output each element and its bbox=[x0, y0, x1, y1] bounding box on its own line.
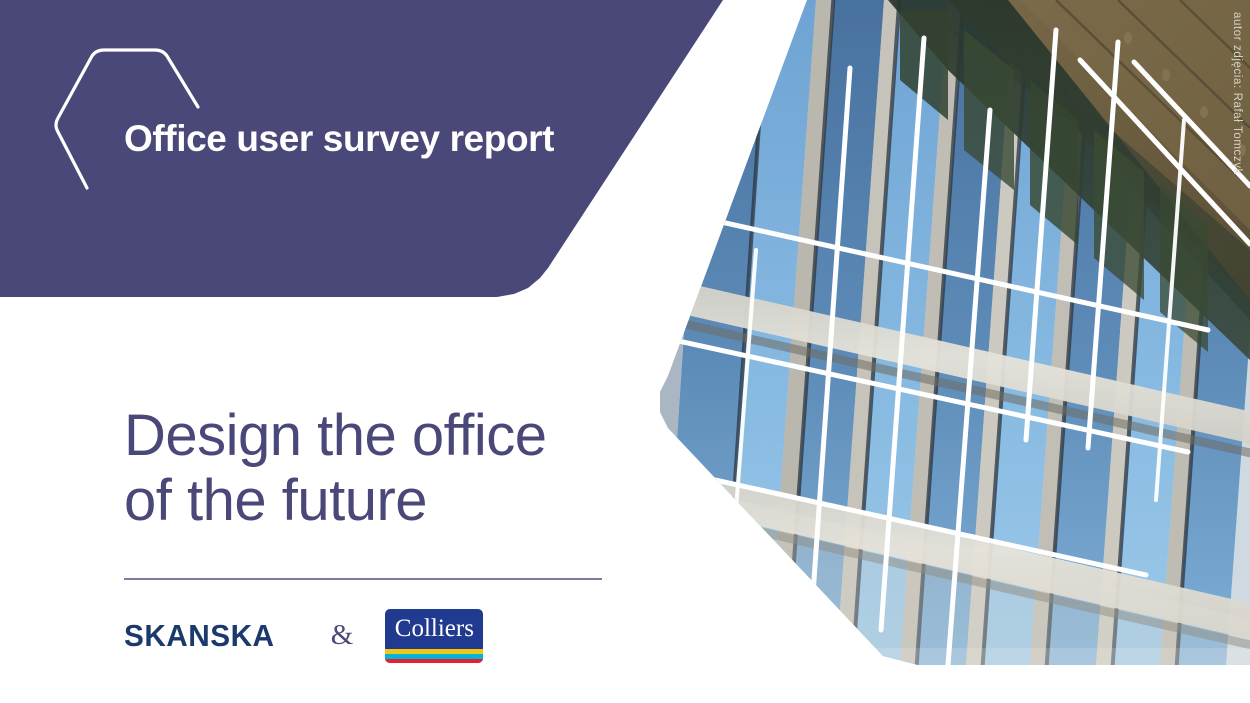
colliers-stripe-yellow bbox=[385, 648, 484, 654]
cover-content: Design the office of the future SKANSKA … bbox=[124, 403, 644, 663]
cover-photo-image bbox=[660, 0, 1250, 665]
building-facade-illustration bbox=[660, 0, 1250, 665]
headline-line-1: Design the office bbox=[124, 403, 547, 468]
colliers-logo-text: Colliers bbox=[394, 614, 474, 642]
ampersand: & bbox=[330, 619, 354, 652]
photo-credit: autor zdjęcia: Rafał Tomczyk bbox=[1224, 0, 1250, 220]
photo-credit-text: autor zdjęcia: Rafał Tomczyk bbox=[1231, 12, 1243, 175]
headline: Design the office of the future bbox=[124, 403, 644, 534]
skanska-logo: SKANSKA bbox=[124, 618, 275, 654]
colliers-stripe-red bbox=[385, 658, 484, 663]
partner-logos: SKANSKA & Colliers bbox=[124, 608, 644, 663]
colliers-logo: Colliers bbox=[385, 608, 484, 663]
cover-photo bbox=[660, 0, 1250, 665]
divider bbox=[124, 577, 602, 580]
headline-line-2: of the future bbox=[124, 467, 428, 533]
colliers-logo-stripes bbox=[385, 648, 484, 663]
colliers-stripe-cyan bbox=[385, 653, 484, 659]
page-title: Office user survey report bbox=[124, 118, 555, 159]
